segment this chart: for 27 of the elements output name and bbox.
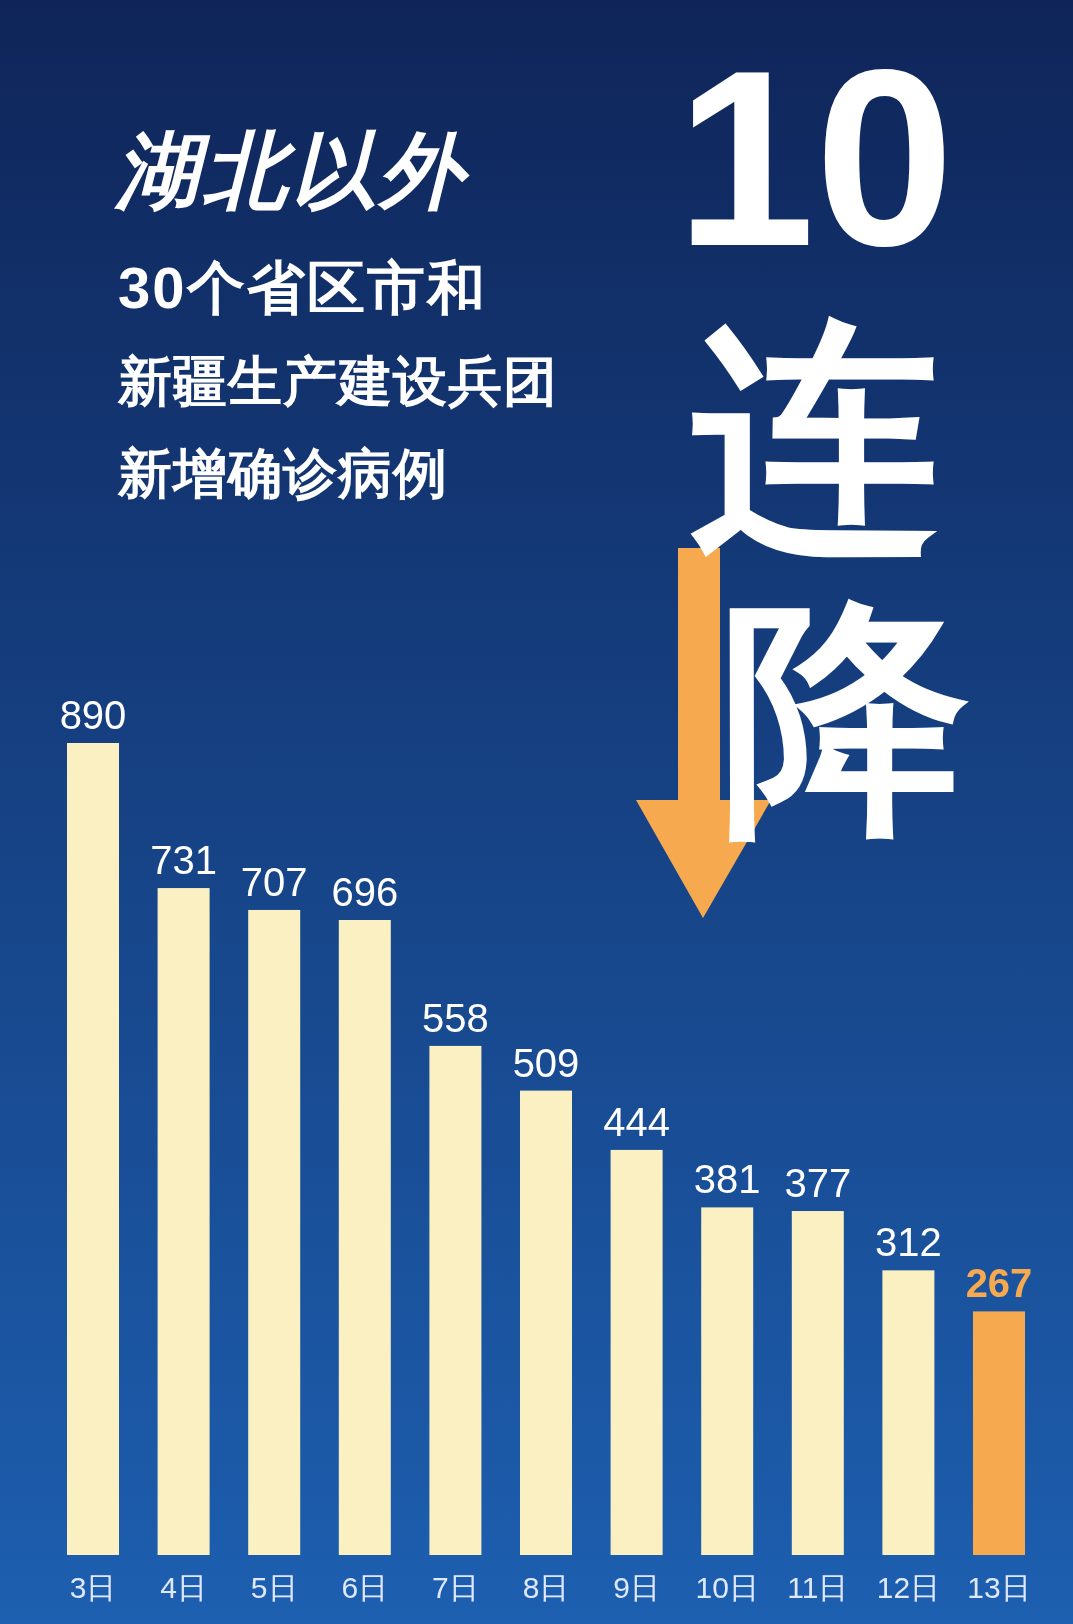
data-label: 267 xyxy=(965,1261,1033,1306)
data-label: 509 xyxy=(512,1040,580,1085)
chart-subtitle: 30个省区市和 xyxy=(118,255,487,320)
data-label: 312 xyxy=(875,1220,942,1265)
x-tick-label: 7日 xyxy=(432,1571,479,1604)
data-label: 377 xyxy=(784,1161,852,1206)
data-label: 890 xyxy=(59,693,127,737)
x-tick-label: 5日 xyxy=(250,1571,298,1604)
data-label: 707 xyxy=(240,859,308,904)
annotation: 10连降 xyxy=(675,19,970,858)
chart-title: 湖北以外 xyxy=(113,124,470,218)
x-tick-label: 4日 xyxy=(160,1571,207,1604)
text: 新增确诊病例 xyxy=(117,443,448,503)
text: 新疆生产建设兵团 xyxy=(117,351,558,411)
x-tick-label: 9日 xyxy=(613,1571,660,1604)
x-tick-label: 11日 xyxy=(787,1571,849,1604)
x-tick-label: 12日 xyxy=(876,1571,941,1604)
data-label: 696 xyxy=(331,870,399,914)
x-tick-label: 13日 xyxy=(967,1571,1031,1604)
x-tick-label: 10日 xyxy=(695,1571,759,1604)
x-tick-label: 3日 xyxy=(69,1571,117,1604)
x-tick-label: 6日 xyxy=(341,1571,389,1604)
x-tick-label: 8日 xyxy=(522,1571,570,1604)
data-label: 731 xyxy=(150,838,217,883)
data-label: 381 xyxy=(693,1157,761,1202)
data-label: 558 xyxy=(422,995,489,1040)
data-label: 444 xyxy=(603,1099,670,1144)
